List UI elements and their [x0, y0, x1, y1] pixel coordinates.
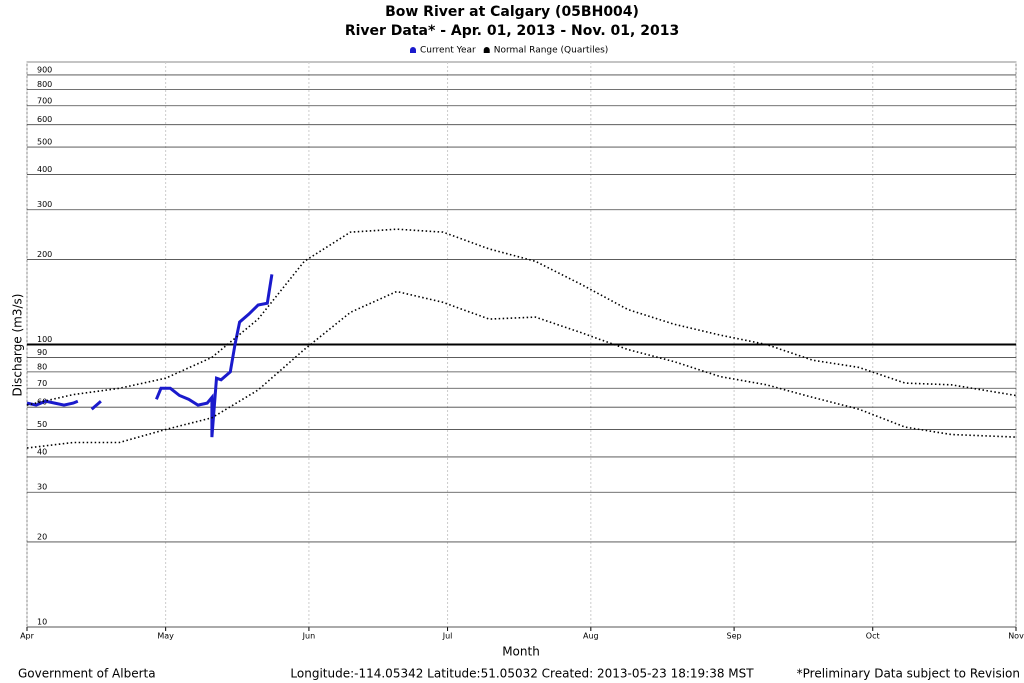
y-tick-label: 400 — [37, 165, 52, 174]
y-axis-label: Discharge (m3/s) — [11, 294, 25, 397]
x-tick-label: Sep — [727, 632, 742, 641]
x-tick-label: Jun — [302, 632, 316, 641]
y-tick-label: 10 — [37, 618, 47, 627]
y-tick-label: 600 — [37, 115, 52, 124]
y-tick-label: 900 — [37, 65, 52, 74]
footer-left: Government of Alberta — [18, 667, 156, 681]
x-tick-label: Jul — [442, 632, 453, 641]
x-tick-label: Oct — [866, 632, 880, 641]
y-tick-label: 90 — [37, 348, 47, 357]
y-tick-label: 100 — [37, 335, 52, 344]
chart-subtitle: River Data* - Apr. 01, 2013 - Nov. 01, 2… — [345, 23, 679, 39]
y-tick-label: 40 — [37, 447, 47, 456]
y-tick-label: 300 — [37, 200, 52, 209]
y-tick-label: 500 — [37, 138, 52, 147]
quartile-lower-line — [26, 290, 1017, 449]
x-tick-label: May — [157, 632, 174, 641]
legend-marker — [410, 47, 416, 53]
x-axis-label: Month — [502, 645, 540, 659]
legend-label: Normal Range (Quartiles) — [494, 46, 609, 56]
current-year-line — [26, 274, 274, 438]
chart-title: Bow River at Calgary (05BH004) — [385, 4, 639, 20]
y-tick-label: 70 — [37, 379, 47, 388]
x-tick-label: Aug — [583, 632, 599, 641]
y-tick-label: 50 — [37, 420, 47, 429]
y-tick-label: 800 — [37, 80, 52, 89]
y-tick-label: 80 — [37, 362, 47, 371]
legend-marker — [483, 47, 490, 53]
x-tick-label: Nov — [1008, 632, 1024, 641]
y-tick-label: 30 — [37, 483, 47, 492]
y-tick-label: 700 — [37, 96, 52, 105]
y-tick-label: 200 — [37, 250, 52, 259]
footer-center: Longitude:-114.05342 Latitude:51.05032 C… — [290, 667, 754, 681]
x-tick-label: Apr — [20, 632, 35, 641]
y-tick-label: 20 — [37, 532, 47, 541]
legend-label: Current Year — [420, 46, 476, 56]
footer-right: *Preliminary Data subject to Revision — [797, 667, 1020, 681]
